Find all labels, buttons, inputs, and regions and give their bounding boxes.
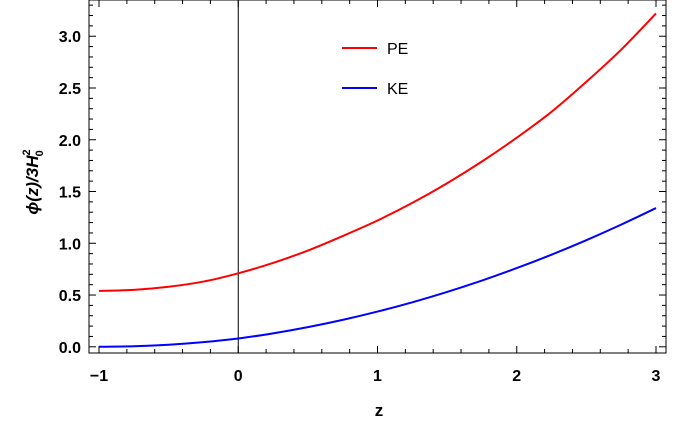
x-tick-label: 2	[512, 368, 521, 385]
y-axis-label-prefix: ϕ(z)/3	[23, 167, 42, 214]
y-axis-label-symbol: H	[23, 155, 42, 168]
x-tick-label: 0	[234, 368, 243, 385]
series-lines	[98, 12, 657, 348]
x-axis-label: z	[375, 401, 384, 420]
legend: PE KE	[342, 41, 408, 98]
y-tick-label: 0.5	[59, 288, 81, 305]
plot-frame	[88, 0, 667, 354]
y-tick-label: 2.5	[59, 81, 81, 98]
x-axis-ticks	[98, 0, 657, 353]
y-axis-tick-labels: 0.0 0.5 1.0 1.5 2.0 2.5 3.0	[59, 29, 81, 357]
y-tick-label: 0.0	[59, 340, 81, 357]
series-line-ke	[98, 207, 657, 348]
x-tick-label: −1	[90, 368, 108, 385]
y-axis-label: ϕ(z)/3H20	[21, 149, 46, 214]
x-tick-label: 3	[652, 368, 661, 385]
x-tick-label: 1	[373, 368, 382, 385]
y-axis-label-subscript: 0	[34, 150, 46, 156]
y-axis-label-superscript: 2	[21, 149, 33, 155]
y-tick-label: 2.0	[59, 133, 81, 150]
y-tick-label: 1.5	[59, 185, 81, 202]
y-tick-label: 3.0	[59, 29, 81, 46]
x-axis-tick-labels: −1 0 1 2 3	[90, 368, 661, 385]
y-tick-label: 1.0	[59, 236, 81, 253]
legend-label-ke: KE	[387, 81, 408, 98]
y-axis-ticks	[89, 4, 666, 348]
legend-label-pe: PE	[387, 41, 408, 58]
series-line-pe	[98, 12, 657, 292]
